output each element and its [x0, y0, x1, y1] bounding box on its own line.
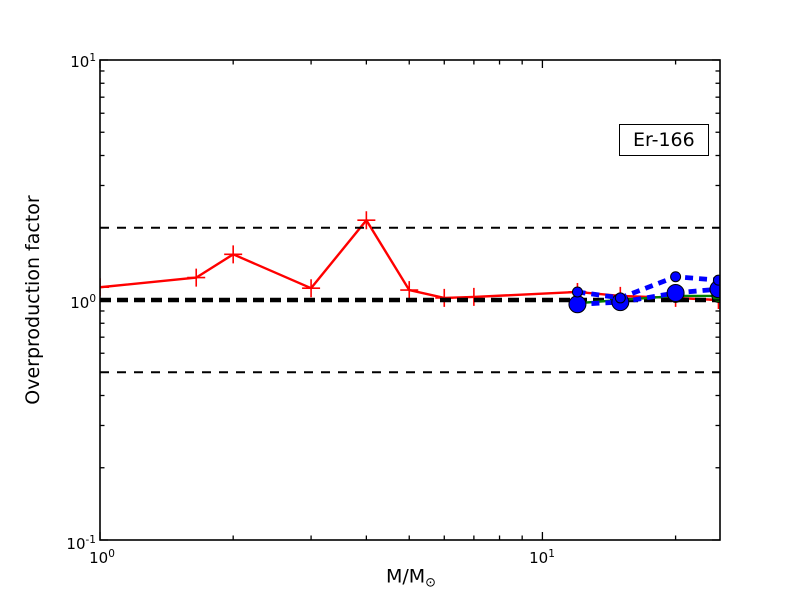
marker-plus-low-mass-red-plus — [400, 281, 419, 300]
massive-series-layer — [568, 271, 720, 314]
series-massive-blue-small-circles-line — [577, 274, 719, 301]
x-axis-tick-label-10e1: 101 — [529, 548, 555, 567]
marker-circle-massive-blue-small-circles — [614, 292, 626, 304]
y-axis-tick-label-10e1: 101 — [70, 52, 96, 71]
marker-plus-low-mass-red-plus — [100, 278, 109, 297]
y-axis-tick-label-10e0: 100 — [70, 293, 96, 312]
y-axis-tick-label-10e-1: 10-1 — [66, 534, 96, 553]
marker-circle-massive-blue-large-circles — [568, 295, 587, 314]
marker-plus-low-mass-red-plus — [224, 245, 243, 264]
marker-plus-low-mass-red-plus — [357, 211, 376, 230]
marker-circle-massive-blue-small-circles — [670, 271, 682, 283]
y-axis-title: Overproduction factor — [22, 195, 44, 405]
x-axis-title: M/M⊙ — [385, 565, 437, 591]
marker-plus-low-mass-red-plus — [302, 279, 321, 298]
marker-circle-massive-blue-small-circles — [712, 274, 720, 286]
x-axis-tick-label-10e0: 100 — [89, 548, 115, 567]
series-layer — [100, 211, 720, 309]
marker-plus-low-mass-red-plus — [464, 287, 483, 306]
marker-circle-massive-blue-small-circles — [571, 286, 583, 298]
isotope-annotation-box: Er-166 — [619, 124, 709, 156]
axis-ticks — [99, 59, 720, 541]
marker-circle-massive-blue-large-circles — [666, 283, 685, 302]
series-low-mass-red-plus-line — [100, 218, 719, 302]
marker-plus-low-mass-red-plus — [187, 268, 206, 287]
series-massive-blue-large-circles-line — [577, 286, 719, 307]
sun-symbol: ⊙ — [425, 575, 437, 591]
